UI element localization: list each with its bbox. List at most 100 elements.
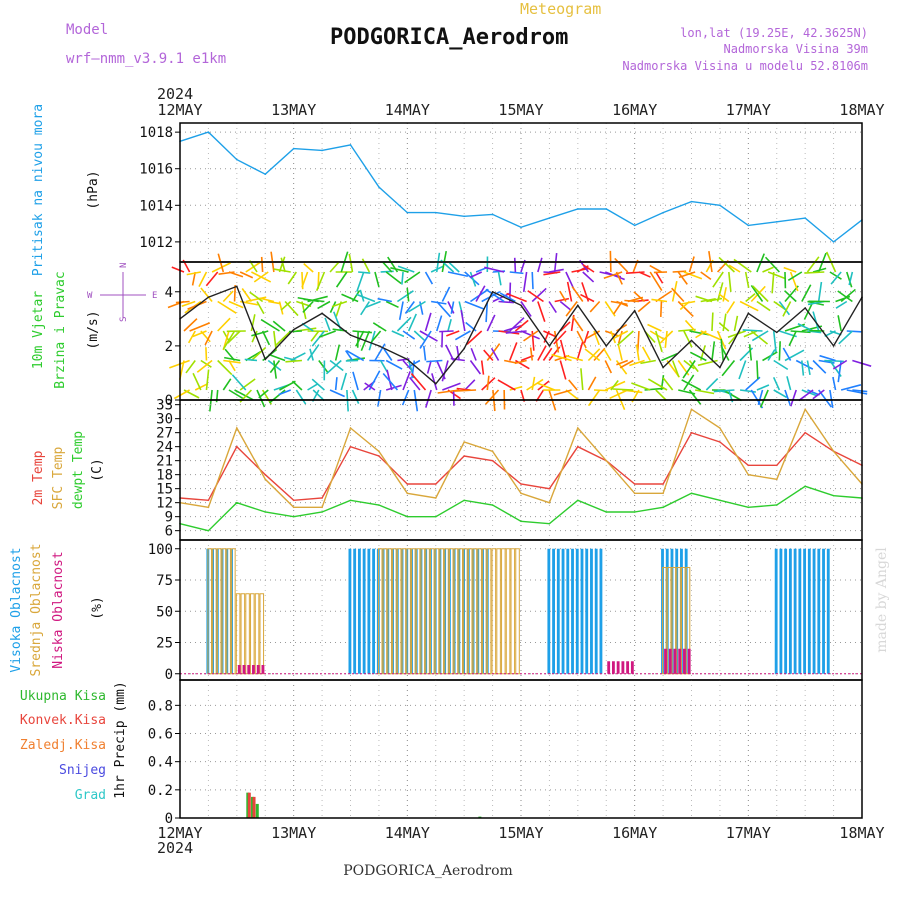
wind-arrow [637,300,651,313]
wind-arrow [256,389,266,408]
wind-arrow [436,300,452,318]
wind-arrow [279,380,296,391]
y-tick-label: 100 [148,542,173,558]
pressure-data-point [520,226,522,229]
wind-arrow [269,360,281,374]
bottom-date-tick: 16MAY [612,824,657,842]
wind-arrow [175,300,190,304]
temperature-data-point [236,445,238,448]
cloud-bar [247,665,251,674]
temperature-data-point [690,431,693,434]
wind-arrow [406,287,410,302]
low-cloud-label: Niska Oblacnost [51,551,66,668]
wind-arrow [633,291,646,303]
wind-arrow [391,330,405,338]
pressure-data-point [321,149,323,152]
wind-arrow [227,330,241,344]
wind-arrow [548,301,557,313]
temperature-label: 2m Temp SFC Temp dewpt Temp (C) [31,431,105,510]
wind-arrow [711,312,714,332]
wind-arrow [439,330,454,333]
wind-arrow [801,284,812,302]
pressure-data-point [633,224,636,227]
y-tick-label: 1018 [139,125,173,141]
wind-arrow [382,261,393,273]
wind-arrow [377,297,392,303]
pressure-data-point [775,220,778,223]
cloud-bar [401,548,407,675]
legend-snow: Snijeg [59,763,106,778]
wind-arrow [806,256,820,273]
wind-arrow [846,389,868,395]
cloud-bar [367,548,371,674]
temperature-data-point [747,473,750,476]
cloud-bar [826,548,830,674]
temperature-data-point [264,478,267,481]
wind-arrow [273,330,277,351]
wind-arrow [520,301,532,317]
precip-bar [247,792,251,818]
wind-arrow [187,330,196,344]
cloud-bar [803,548,807,674]
y-tick-label: 2 [165,339,173,355]
cloud-bar [547,548,551,674]
wind-arrow [678,328,696,332]
cloud-bar [496,548,501,675]
wind-arrow [222,378,232,391]
wind-arrow [742,329,763,332]
wind-arrow [722,313,727,332]
y-tick-label: 0.4 [148,755,173,771]
wind-arrow [324,317,331,332]
wind-arrow [231,374,247,391]
wind-arrow [200,287,213,303]
wind-arrow [649,271,663,291]
wind-data-point [321,312,323,315]
cloud-unit: (%) [90,596,105,619]
wind-arrow [784,290,797,303]
wind-data-point [292,328,295,331]
wind-data-point [775,331,778,334]
wind-arrow [192,330,207,338]
cloud-bar [678,648,682,674]
top-date-tick: 12MAY [157,101,202,119]
wind-arrow [651,298,668,303]
wind-arrow [631,382,651,391]
cloud-label: Visoka Oblacnost Srednja Oblacnost Niska… [9,543,105,676]
pressure-data-point [434,211,437,214]
wind-arrow [239,378,256,391]
temperature-data-point [520,492,522,495]
wind-arrow [688,256,695,273]
wind-arrow [756,360,759,380]
temperature-data-point [321,506,323,509]
wind-arrow [466,330,483,345]
wind-arrow [260,256,264,273]
wind-arrow [655,330,663,353]
cloud-bar [216,548,222,675]
wind-arrow [311,330,326,347]
wind-arrow [374,271,380,288]
wind-arrow [346,350,365,362]
precipitation-panel: 0 0.2 0.4 0.6 0.8 [148,679,863,827]
temperature-data-point [349,445,352,448]
wind-arrow [812,389,825,400]
wind-arrow [245,296,267,303]
wind-arrow [223,359,241,364]
wind-arrow [616,359,629,366]
wind-data-point [662,366,664,369]
wind-arrow [447,318,452,332]
temperature-data-point [378,504,380,506]
wind-arrow [677,271,688,285]
wind-arrow [372,322,387,332]
wind-data-point [520,304,522,307]
wind-arrow [604,301,616,317]
wind-arrow [536,382,555,391]
temperature-data-point [207,529,210,532]
wind-arrow [680,300,696,305]
temperature-data-point [747,506,750,509]
wind-data-point [548,345,551,347]
wind-arrow [635,344,640,361]
y-tick-label: 50 [156,604,173,620]
temperature-data-point [406,492,409,495]
wind-arrow [509,317,525,332]
